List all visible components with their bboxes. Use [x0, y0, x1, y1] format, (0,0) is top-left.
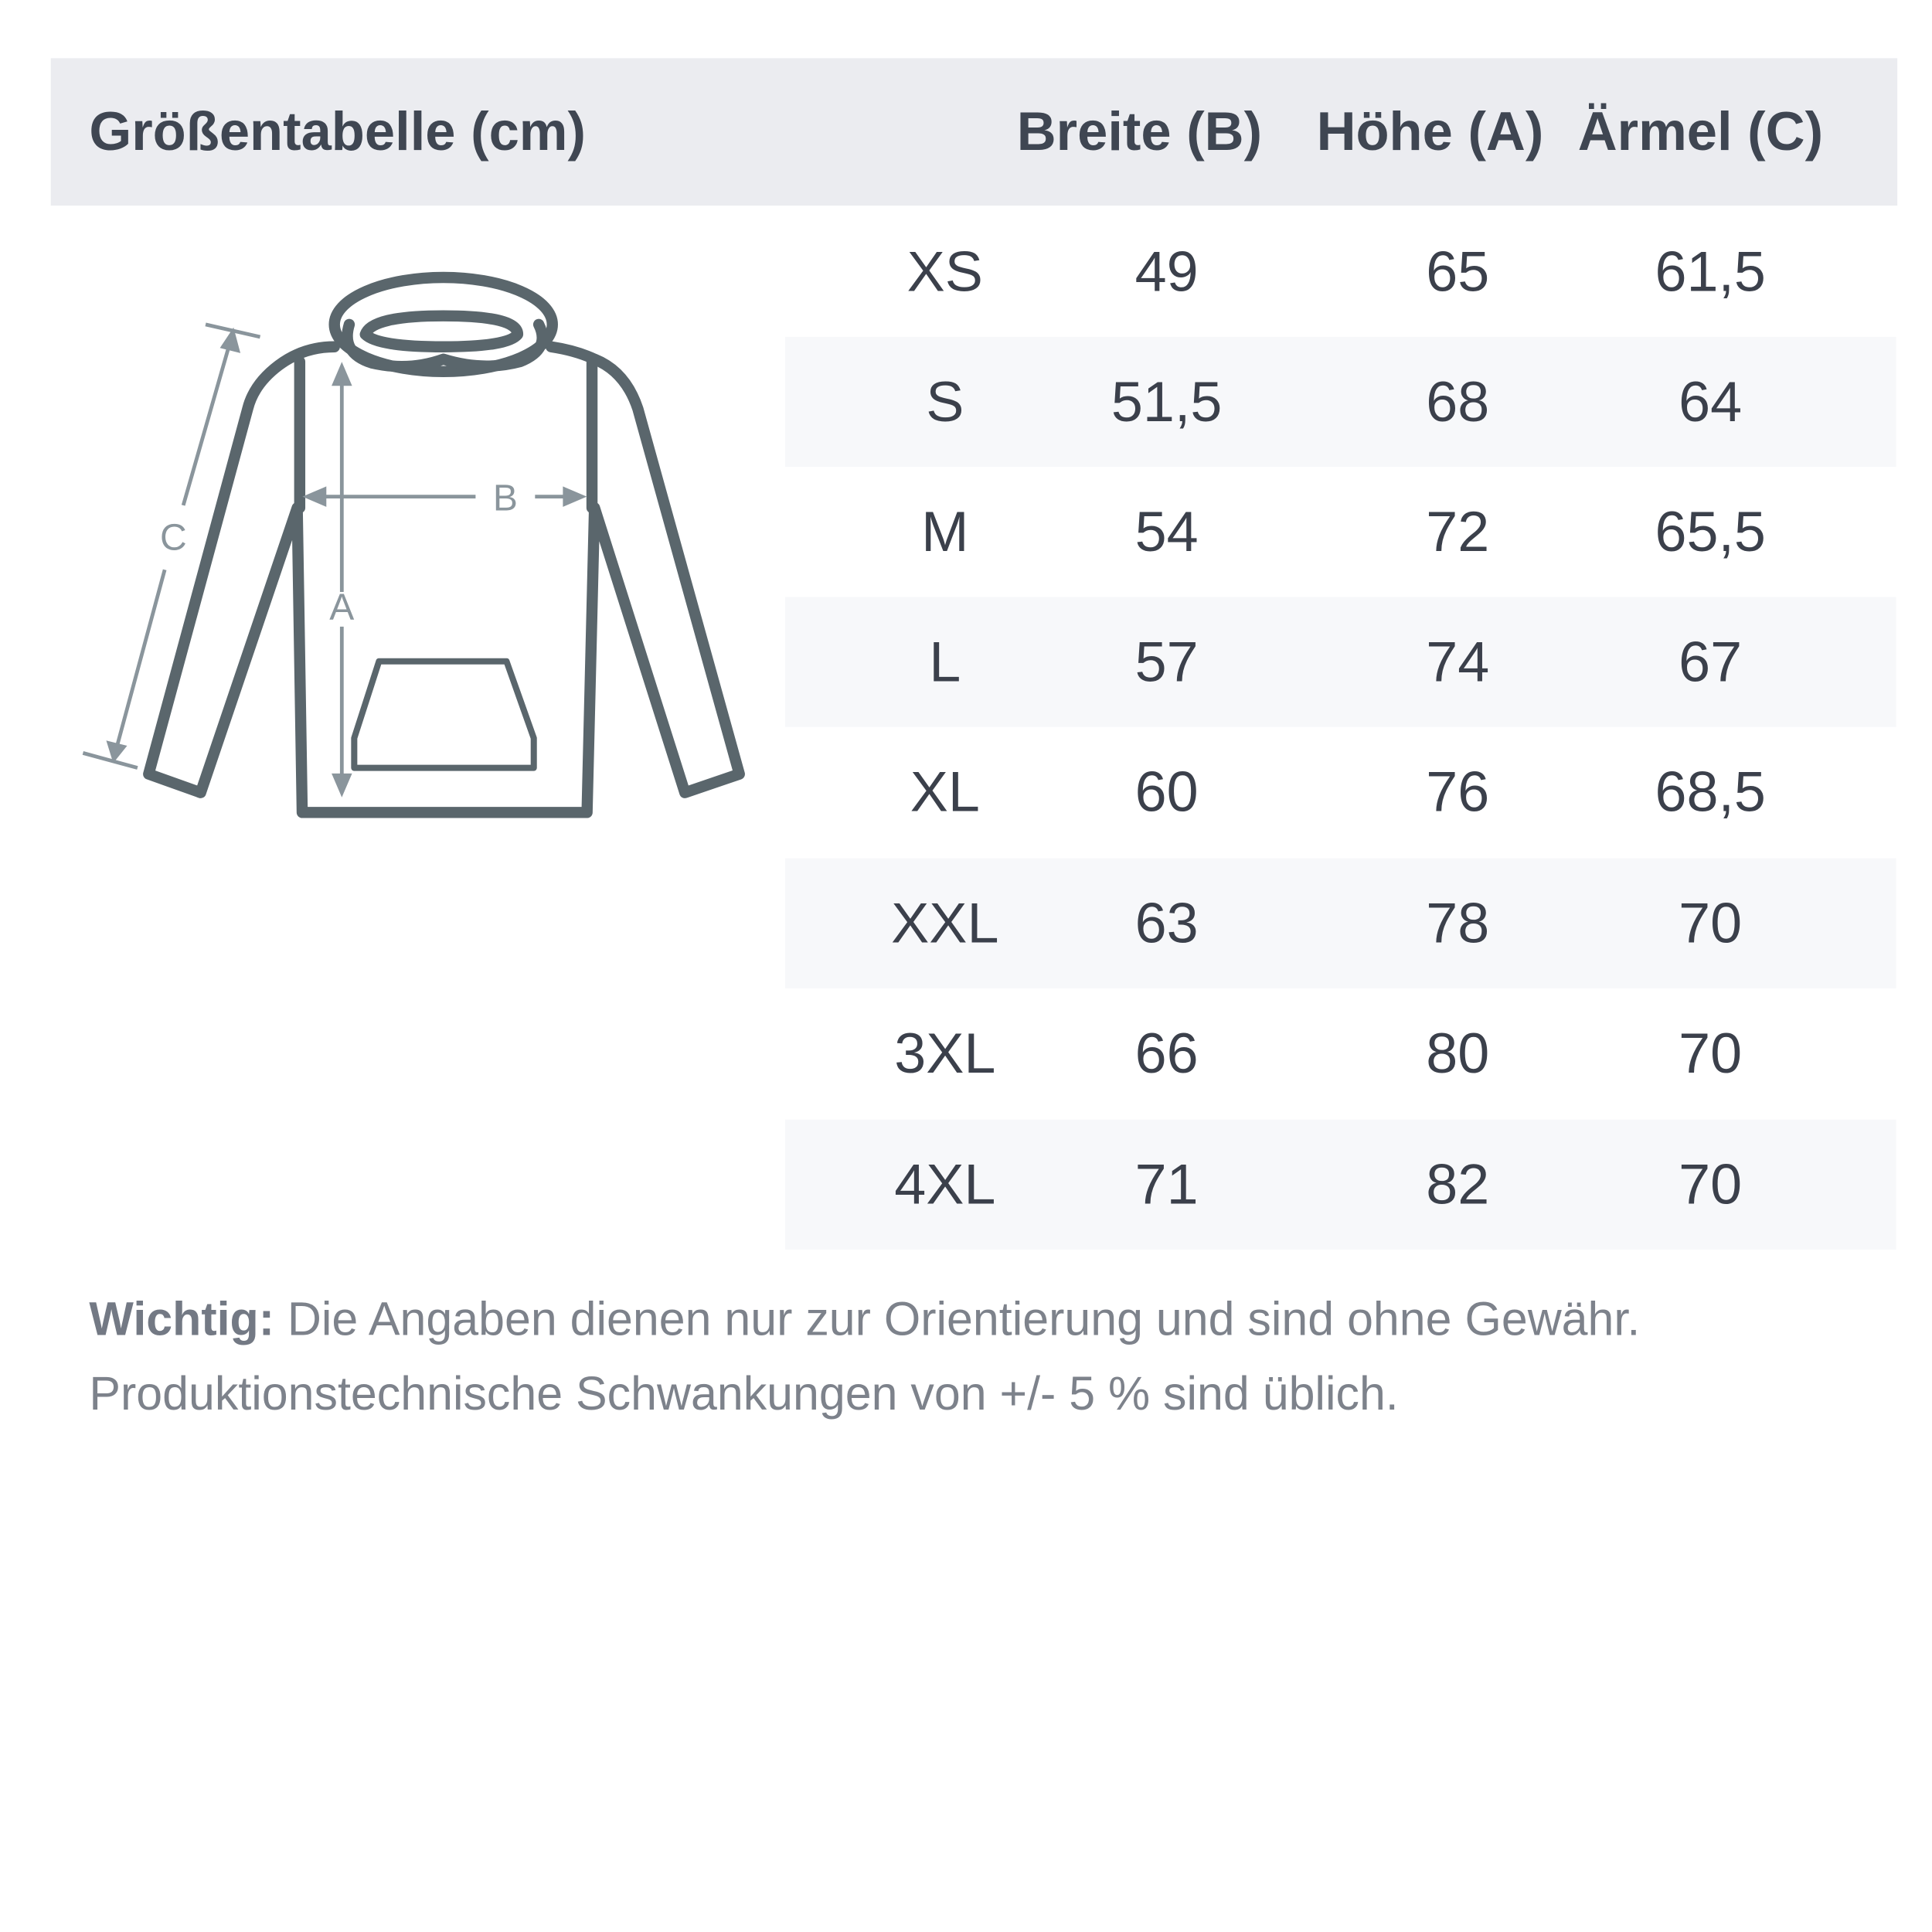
cell-breite: 71 [1134, 1151, 1199, 1216]
column-header-breite: Breite (B) [1016, 101, 1263, 162]
hoodie-diagram: B A C [82, 271, 745, 818]
cell-breite: 63 [1134, 890, 1199, 955]
column-header-aermel: Ärmel (C) [1577, 101, 1824, 162]
cell-breite: 60 [1134, 759, 1199, 824]
kangaroo-pocket [351, 658, 537, 771]
hoodie-body-outline [143, 341, 745, 818]
table-row: XL 60 76 68,5 [785, 727, 1896, 857]
cell-aermel: 70 [1679, 890, 1743, 955]
note-text: Die Angaben dienen nur zur Orientierung … [89, 1294, 1641, 1421]
hood-collar [342, 318, 548, 372]
cell-size: XS [906, 239, 983, 304]
cell-aermel: 64 [1679, 369, 1743, 434]
column-header-hoehe: Höhe (A) [1316, 101, 1544, 162]
cell-breite: 54 [1134, 498, 1199, 564]
cell-size: 3XL [894, 1020, 996, 1085]
cell-hoehe: 76 [1426, 759, 1490, 824]
cell-aermel: 70 [1679, 1151, 1743, 1216]
hood-inner [359, 310, 524, 352]
table-row: S 51,5 68 64 [785, 336, 1896, 468]
cell-breite: 57 [1134, 629, 1199, 694]
table-row: XXL 63 78 70 [785, 858, 1896, 988]
hood-outer [328, 271, 558, 377]
cell-size: 4XL [894, 1151, 996, 1216]
table-header: Größentabelle (cm) Breite (B) Höhe (A) Ä… [50, 58, 1898, 206]
cell-hoehe: 74 [1426, 629, 1490, 694]
cell-breite: 51,5 [1111, 369, 1223, 434]
label-a: A [329, 586, 354, 628]
cell-breite: 66 [1134, 1020, 1199, 1085]
cell-hoehe: 78 [1426, 890, 1490, 955]
cell-aermel: 70 [1679, 1020, 1743, 1085]
table-title: Größentabelle (cm) [89, 101, 586, 162]
cell-size: XL [910, 759, 980, 824]
table-row: XS 49 65 61,5 [785, 207, 1896, 337]
label-c: C [160, 517, 187, 559]
disclaimer-note: Wichtig: Die Angaben dienen nur zur Orie… [89, 1283, 1872, 1431]
cell-aermel: 65,5 [1655, 498, 1766, 564]
cell-size: XXL [891, 890, 999, 955]
cell-aermel: 61,5 [1655, 239, 1766, 304]
label-b: B [493, 477, 518, 519]
cell-size: M [921, 498, 969, 564]
cell-aermel: 68,5 [1655, 759, 1766, 824]
table-row: 3XL 66 80 70 [785, 988, 1896, 1118]
cell-hoehe: 68 [1426, 369, 1490, 434]
cell-breite: 49 [1134, 239, 1199, 304]
table-row: M 54 72 65,5 [785, 467, 1896, 597]
cell-hoehe: 65 [1426, 239, 1490, 304]
cell-hoehe: 82 [1426, 1151, 1490, 1216]
cell-size: S [926, 369, 964, 434]
table-row: L 57 74 67 [785, 597, 1896, 727]
cell-hoehe: 72 [1426, 498, 1490, 564]
note-label: Wichtig: [89, 1294, 275, 1347]
cell-aermel: 67 [1679, 629, 1743, 694]
cell-hoehe: 80 [1426, 1020, 1490, 1085]
table-row: 4XL 71 82 70 [785, 1119, 1896, 1250]
cell-size: L [929, 629, 961, 694]
